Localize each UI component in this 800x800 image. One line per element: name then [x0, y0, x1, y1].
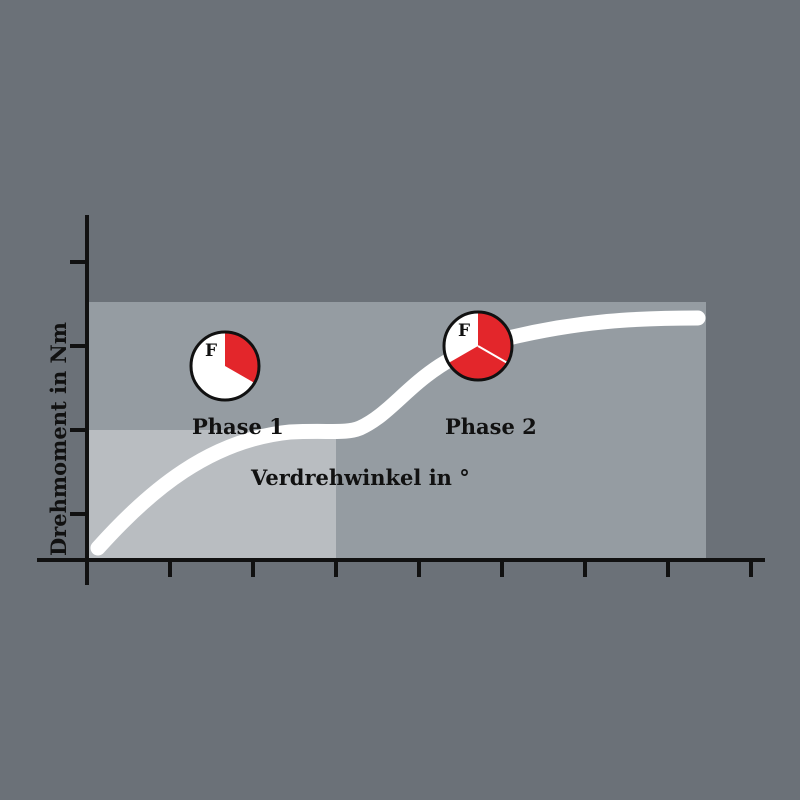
- x-axis-label: Verdrehwinkel in °: [250, 465, 470, 490]
- gauge-phase-1-icon: F: [189, 330, 261, 402]
- gauge-phase-2-icon: F: [442, 310, 514, 382]
- torque-curve: [90, 310, 706, 556]
- gauge-letter: F: [205, 341, 217, 361]
- y-axis-label: Drehmoment in Nm: [46, 322, 71, 556]
- x-axis: [37, 558, 765, 577]
- gauge-fill: [448, 312, 512, 380]
- gauge-rim: [189, 330, 261, 402]
- phase-1-label: Phase 1: [192, 414, 284, 439]
- phase-2-label: Phase 2: [445, 414, 537, 439]
- gauge-letter: F: [458, 321, 470, 341]
- y-axis: [70, 215, 89, 585]
- gauge-divider: [477, 345, 508, 364]
- gauge-rim: [442, 310, 514, 382]
